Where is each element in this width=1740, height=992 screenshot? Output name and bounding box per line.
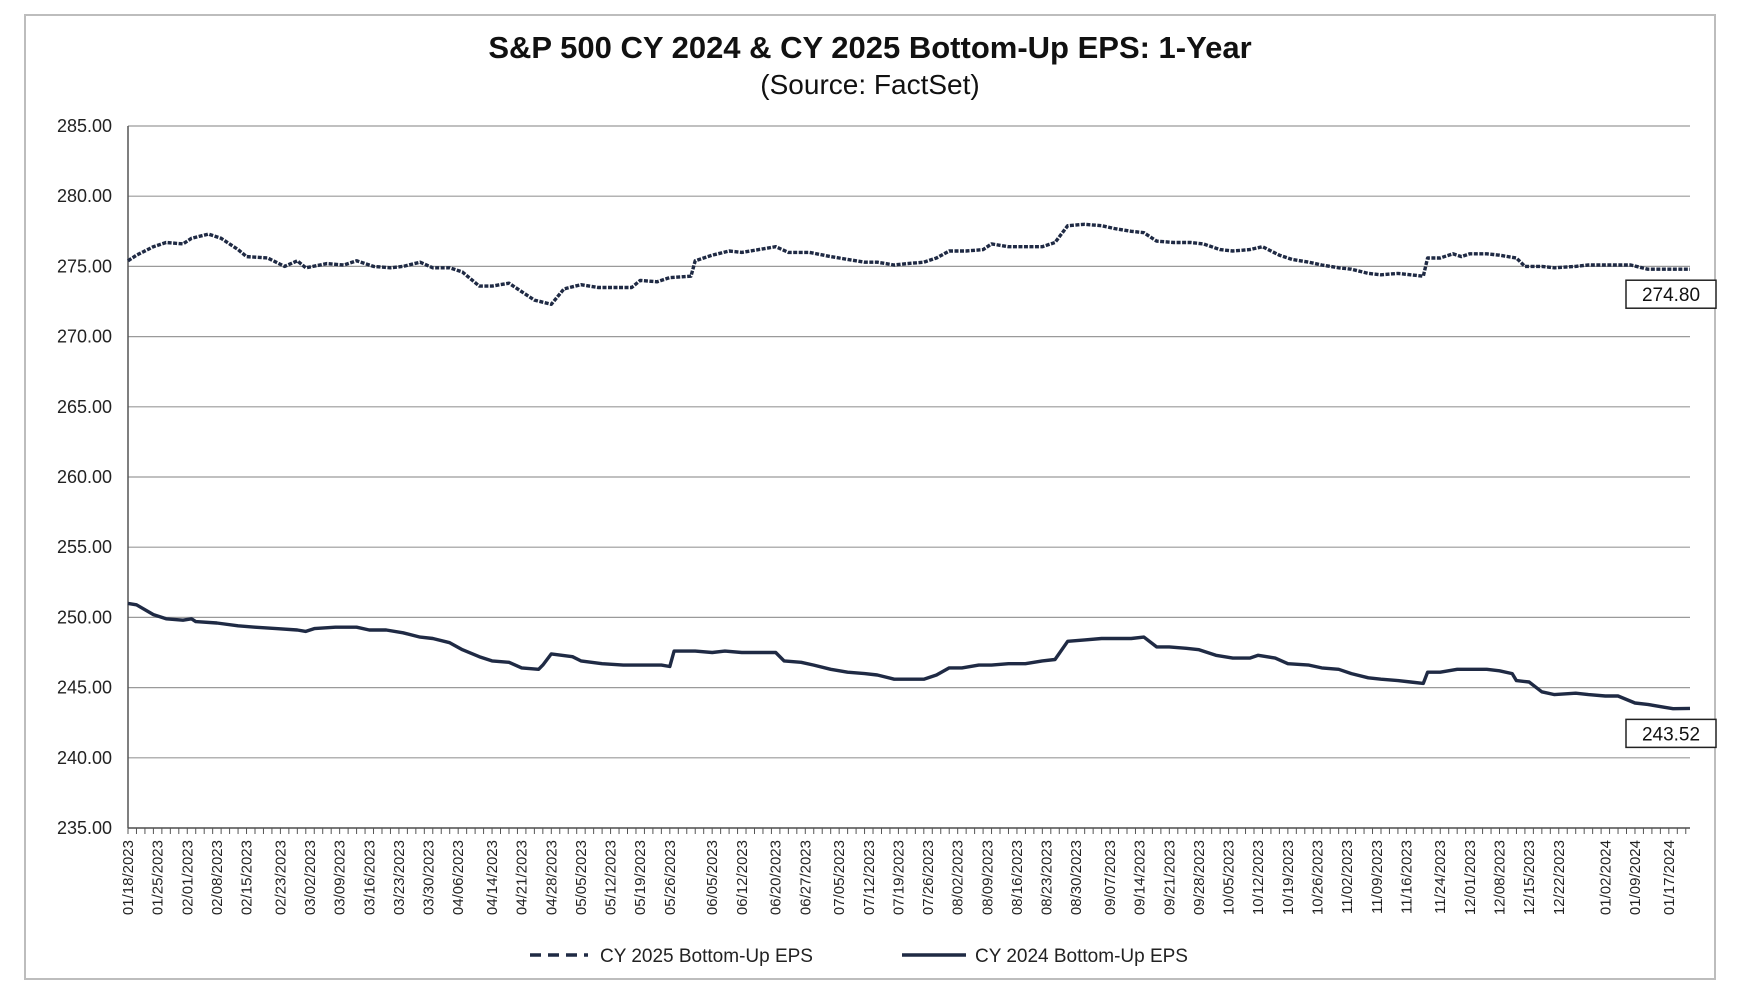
y-tick-label: 250.00 <box>57 607 112 627</box>
x-tick-label: 01/25/2023 <box>150 840 167 915</box>
x-tick-label: 04/06/2023 <box>450 840 467 915</box>
end-value-label: 274.80 <box>1642 285 1700 306</box>
end-label-box <box>1625 718 1717 749</box>
x-tick-label: 02/15/2023 <box>239 840 256 915</box>
x-tick-label: 07/05/2023 <box>831 840 848 915</box>
x-tick-label: 07/12/2023 <box>861 840 878 915</box>
y-tick-label: 245.00 <box>57 678 112 698</box>
x-tick-label: 08/23/2023 <box>1039 840 1056 915</box>
x-tick-label: 08/09/2023 <box>979 840 996 915</box>
x-tick-label: 12/01/2023 <box>1462 840 1479 915</box>
x-tick-label: 10/12/2023 <box>1250 840 1267 915</box>
x-tick-label: 11/24/2023 <box>1432 840 1449 914</box>
y-tick-label: 240.00 <box>57 748 112 768</box>
x-tick-label: 03/23/2023 <box>391 840 408 915</box>
x-tick-label: 07/19/2023 <box>890 840 907 915</box>
x-tick-label: 01/18/2023 <box>120 840 137 915</box>
y-tick-label: 255.00 <box>57 537 112 557</box>
x-tick-label: 08/02/2023 <box>950 840 967 915</box>
end-value-label: 243.52 <box>1642 724 1700 745</box>
x-tick-label: 09/07/2023 <box>1102 840 1119 915</box>
x-tick-label: 02/01/2023 <box>179 840 196 915</box>
x-tick-label: 03/16/2023 <box>361 840 378 915</box>
series-line-cy2025 <box>127 222 1690 306</box>
x-tick-label: 09/21/2023 <box>1161 840 1178 915</box>
x-tick-label: 05/05/2023 <box>573 840 590 915</box>
gridlines <box>128 125 1690 829</box>
y-tick-label: 235.00 <box>57 818 112 838</box>
legend: CY 2025 Bottom-Up EPS CY 2024 Bottom-Up … <box>530 946 1188 967</box>
y-tick-label: 260.00 <box>57 467 112 487</box>
x-tick-label: 09/14/2023 <box>1132 840 1149 915</box>
legend-label-cy2025: CY 2025 Bottom-Up EPS <box>600 946 813 967</box>
x-tick-label: 11/02/2023 <box>1339 840 1356 914</box>
y-tick-label: 270.00 <box>57 327 112 347</box>
x-tick-label: 11/16/2023 <box>1398 840 1415 914</box>
chart-subtitle: (Source: FactSet) <box>760 69 979 100</box>
x-tick-label: 05/19/2023 <box>632 840 649 915</box>
x-tick-label: 02/23/2023 <box>272 840 289 915</box>
x-tick-label: 09/28/2023 <box>1191 840 1208 915</box>
x-tick-label: 06/05/2023 <box>704 840 721 915</box>
x-tick-label: 06/12/2023 <box>734 840 751 915</box>
x-tick-label: 05/26/2023 <box>662 840 679 915</box>
chart-frame <box>24 14 1716 980</box>
x-tick-label: 06/20/2023 <box>768 840 785 915</box>
x-tick-label: 06/27/2023 <box>797 840 814 915</box>
x-tick-label: 10/19/2023 <box>1280 840 1297 915</box>
y-tick-label: 285.00 <box>57 116 112 136</box>
x-tick-label: 10/05/2023 <box>1221 840 1238 915</box>
x-tick-label: 04/14/2023 <box>484 840 501 915</box>
x-tick-label: 03/02/2023 <box>302 840 319 915</box>
x-tick-label: 11/09/2023 <box>1369 840 1386 914</box>
x-tick-label: 12/08/2023 <box>1492 840 1509 915</box>
y-tick-label: 265.00 <box>57 397 112 417</box>
x-tick-label: 01/02/2024 <box>1597 840 1614 915</box>
x-tick-label: 03/09/2023 <box>332 840 349 915</box>
x-tick-label: 04/21/2023 <box>514 840 531 915</box>
axes <box>127 126 1690 834</box>
x-tick-label: 02/08/2023 <box>209 840 226 915</box>
series-lines <box>127 222 1691 711</box>
y-tick-label: 280.00 <box>57 186 112 206</box>
series-line-cy2024 <box>127 601 1691 711</box>
y-axis-tick-labels: 285.00 280.00 275.00 270.00 265.00 260.00 255.… <box>57 116 112 838</box>
end-labels: 274.80 243.52 <box>1625 279 1717 749</box>
end-label-box <box>1625 279 1717 309</box>
y-tick-label: 275.00 <box>57 256 112 276</box>
chart-title: S&P 500 CY 2024 & CY 2025 Bottom-Up EPS:… <box>488 30 1251 65</box>
x-tick-label: 12/15/2023 <box>1521 840 1538 915</box>
x-tick-label: 08/30/2023 <box>1068 840 1085 915</box>
x-axis-tick-labels: 01/18/2023 01/25/2023 02/01/2023 02/08/2023… <box>120 840 1678 915</box>
x-tick-label: 10/26/2023 <box>1309 840 1326 915</box>
x-tick-label: 04/28/2023 <box>543 840 560 915</box>
x-tick-label: 08/16/2023 <box>1009 840 1026 915</box>
legend-label-cy2024: CY 2024 Bottom-Up EPS <box>975 946 1188 967</box>
x-tick-label: 01/09/2024 <box>1627 840 1644 915</box>
x-tick-label: 03/30/2023 <box>421 840 438 915</box>
x-tick-label: 07/26/2023 <box>920 840 937 915</box>
x-tick-label: 01/17/2024 <box>1661 840 1678 915</box>
x-tick-label: 12/22/2023 <box>1551 840 1568 915</box>
x-tick-label: 05/12/2023 <box>603 840 620 915</box>
